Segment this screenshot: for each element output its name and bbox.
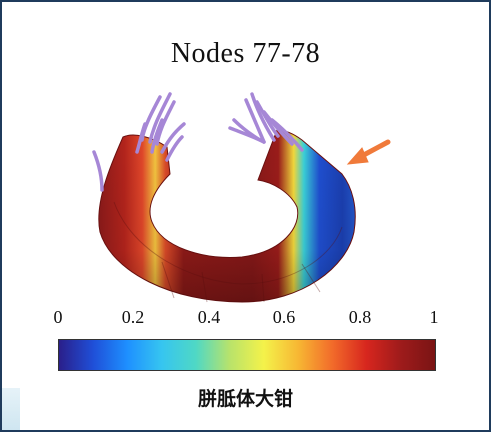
figure-title: Nodes 77-78 xyxy=(170,38,321,69)
colorbar-tick-4: 0.8 xyxy=(348,307,372,327)
colorbar-tick-5: 1 xyxy=(429,307,439,327)
colorbar-tick-2: 0.4 xyxy=(197,307,221,327)
tract-streaks xyxy=(113,201,343,303)
colorbar-label: 胼胝体大钳 xyxy=(197,388,293,410)
left-fiber-bundle xyxy=(92,92,186,192)
highlight-arrow xyxy=(346,139,391,165)
right-fiber-bundle xyxy=(228,92,304,152)
colorbar xyxy=(58,339,436,371)
panel-corner-shade xyxy=(2,388,20,430)
colorbar-tick-0: 0 xyxy=(53,307,63,327)
colorbar-tick-1: 0.2 xyxy=(121,307,145,327)
colorbar-tick-3: 0.6 xyxy=(272,307,296,327)
